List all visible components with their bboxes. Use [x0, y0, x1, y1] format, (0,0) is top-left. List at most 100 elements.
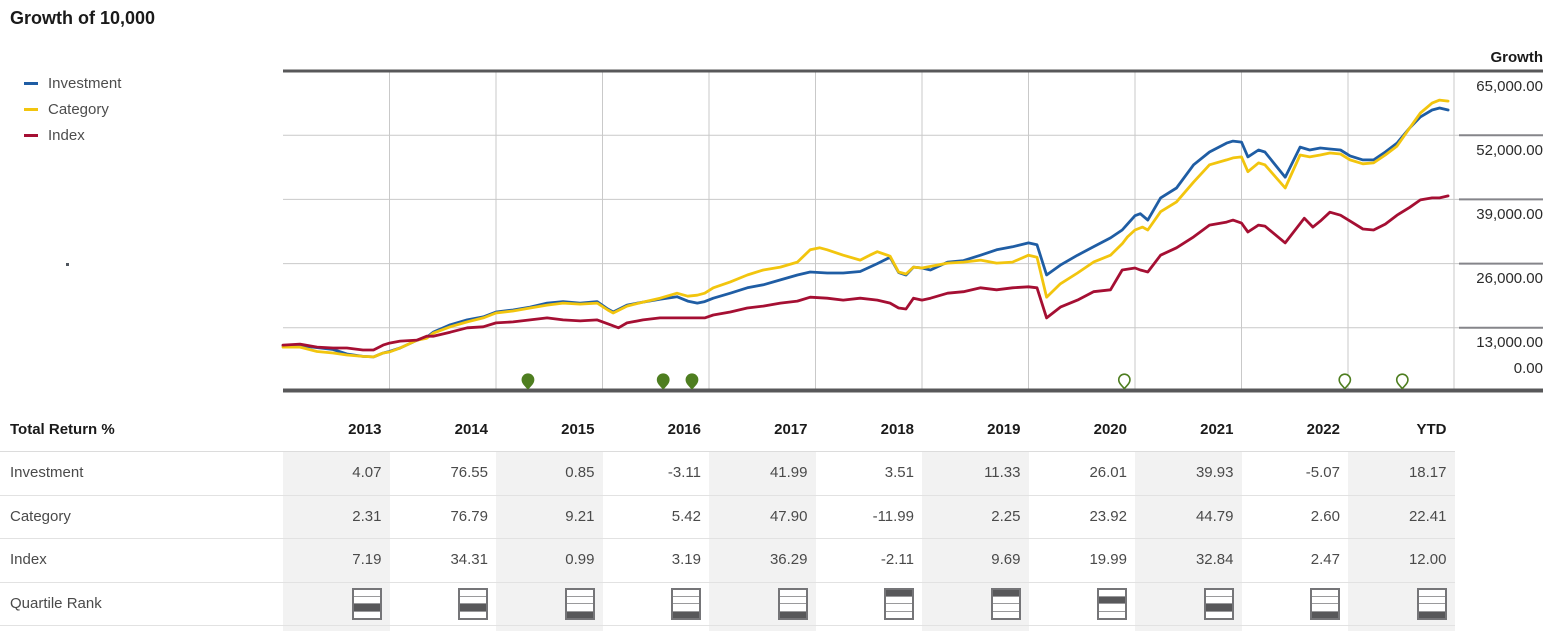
table-cell: 3.19 [602, 539, 709, 583]
table-cell: 0.99 [496, 539, 603, 583]
y-axis-label: 0.00 [1513, 360, 1543, 377]
quartile-rank-icon[interactable] [990, 587, 1021, 620]
y-axis-label: 52,000.00 [1476, 142, 1543, 159]
table-cell: -11.99 [815, 496, 922, 539]
event-pin-hollow-icon[interactable] [1117, 373, 1131, 390]
table-cell: -3.11 [602, 452, 709, 496]
quartile-rank-icon[interactable] [564, 587, 595, 620]
event-pin-hollow-icon[interactable] [1395, 373, 1409, 390]
quartile-cell-2016 [602, 583, 709, 626]
page-title: Growth of 10,000 [10, 8, 156, 28]
legend-item-investment[interactable]: Investment [24, 70, 121, 96]
table-cell: 19.99 [1028, 539, 1135, 583]
quartile-rank-icon[interactable] [884, 587, 914, 620]
legend-label: Index [48, 126, 85, 144]
table-cell: 2.47 [1241, 539, 1348, 583]
y-axis-label: 26,000.00 [1476, 270, 1543, 287]
artifact-dot [66, 263, 69, 266]
table-cell: 9.69 [922, 539, 1029, 583]
quartile-rank-icon[interactable] [1203, 587, 1234, 620]
quartile-cell-2021 [1135, 582, 1242, 626]
table-cell: 3.51 [815, 452, 922, 496]
quartile-cell-2017 [709, 582, 816, 626]
quartile-cell-2019 [922, 582, 1029, 626]
quartile-rank-icon[interactable] [1416, 587, 1447, 620]
table-cell: 36.29 [709, 539, 816, 583]
growth-line-chart[interactable] [0, 0, 1548, 405]
chart-legend: Investment Category Index [24, 70, 121, 148]
table-cell: 34.31 [389, 539, 496, 583]
quartile-rank-icon[interactable] [1310, 587, 1340, 620]
table-header-label: Total Return % [0, 408, 283, 452]
y-axis-label: 65,000.00 [1476, 78, 1543, 95]
table-cell: 47.90 [709, 495, 816, 539]
legend-item-category[interactable]: Category [24, 96, 121, 122]
quartile-rank-icon[interactable] [777, 587, 808, 620]
y-axis-label: 13,000.00 [1476, 334, 1543, 351]
col-header-2019: 2019 [922, 408, 1029, 452]
legend-label: Category [48, 100, 109, 118]
table-cell: 5.42 [602, 496, 709, 539]
y-axis-header: Growth [1490, 49, 1544, 66]
total-return-table: Total Return % 2013 2014 2015 2016 2017 … [0, 408, 1455, 631]
table-cell: 2.31 [283, 495, 390, 539]
investment-line-swatch-icon [24, 81, 38, 85]
table-cell: 7.19 [283, 539, 390, 583]
col-header-2022: 2022 [1241, 408, 1348, 452]
quartile-cell-2014 [389, 583, 496, 626]
quartile-rank-icon[interactable] [458, 587, 488, 620]
event-pin-hollow-icon[interactable] [1338, 373, 1352, 390]
quartile-cell-2015 [496, 582, 603, 626]
col-header-2015: 2015 [496, 408, 603, 452]
table-cell: 2.60 [1241, 496, 1348, 539]
y-axis-label: 39,000.00 [1476, 206, 1543, 223]
col-header-2013: 2013 [283, 408, 390, 452]
index-line[interactable] [281, 194, 1450, 352]
row-label-index: Index [0, 539, 283, 583]
col-header-2014: 2014 [389, 408, 496, 452]
event-pin-filled-icon[interactable] [521, 373, 535, 390]
table-cell: 41.99 [709, 452, 816, 496]
quartile-rank-icon[interactable] [671, 587, 701, 620]
index-line-swatch-icon [24, 133, 38, 137]
table-cell: 11.33 [922, 452, 1029, 496]
table-cell: 18.17 [1348, 452, 1455, 496]
table-cell: 0.85 [496, 452, 603, 496]
col-header-2016: 2016 [602, 408, 709, 452]
col-header-2017: 2017 [709, 408, 816, 452]
quartile-cell-ytd [1348, 582, 1455, 626]
table-cell: 2.25 [922, 495, 1029, 539]
table-cell: -5.07 [1241, 452, 1348, 496]
event-pin-filled-icon[interactable] [656, 373, 670, 390]
quartile-rank-icon[interactable] [1097, 587, 1127, 620]
quartile-cell-2022 [1241, 583, 1348, 626]
row-label-quartile-rank: Quartile Rank [0, 583, 283, 626]
gridlines [283, 71, 1543, 390]
event-pin-filled-icon[interactable] [685, 373, 699, 390]
category-line[interactable] [281, 98, 1450, 359]
legend-label: Investment [48, 74, 122, 92]
table-cell: 44.79 [1135, 495, 1242, 539]
table-cell: 9.21 [496, 495, 603, 539]
quartile-cell-2018 [815, 583, 922, 626]
table-cell: 22.41 [1348, 495, 1455, 539]
col-header-2020: 2020 [1028, 408, 1135, 452]
col-header-2021: 2021 [1135, 408, 1242, 452]
table-cell: -2.11 [815, 539, 922, 583]
quartile-rank-icon[interactable] [351, 587, 382, 620]
axis-ticks [1459, 134, 1543, 329]
table-cell: 39.93 [1135, 452, 1242, 496]
table-cell: 32.84 [1135, 539, 1242, 583]
table-cell: 76.55 [389, 452, 496, 496]
table-cell: 26.01 [1028, 452, 1135, 496]
legend-item-index[interactable]: Index [24, 122, 121, 148]
quartile-cell-2013 [283, 582, 390, 626]
table-cell: 12.00 [1348, 539, 1455, 583]
quartile-cell-2020 [1028, 583, 1135, 626]
table-cell: 76.79 [389, 496, 496, 539]
table-cell: 23.92 [1028, 496, 1135, 539]
col-header-ytd: YTD [1348, 408, 1455, 452]
table-bottom-strip [0, 626, 283, 631]
series-lines [281, 98, 1450, 359]
